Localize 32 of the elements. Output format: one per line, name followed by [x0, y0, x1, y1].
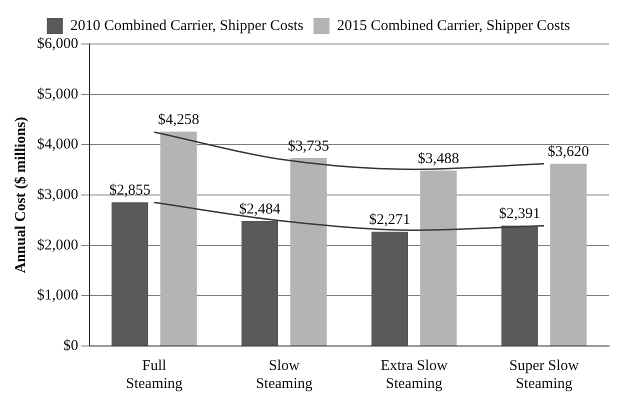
- line-series: [153, 131, 545, 170]
- x-tick-label: Slow Steaming: [256, 358, 313, 392]
- data-label: $2,271: [369, 212, 410, 228]
- bar: [420, 170, 457, 346]
- y-tick-label: $1,000: [37, 288, 78, 304]
- y-tick-label: $6,000: [37, 36, 78, 52]
- bar: [160, 132, 197, 346]
- y-tick-label: $3,000: [37, 186, 78, 203]
- bar: [242, 220, 278, 346]
- bar: [550, 164, 587, 346]
- bar: [501, 226, 538, 346]
- x-tick-label: Full Steaming: [126, 358, 184, 392]
- data-label: $4,258: [158, 112, 200, 128]
- y-axis-title: Annual Cost ($ millions): [12, 116, 29, 274]
- line-series: [153, 202, 545, 231]
- data-label: $2,391: [499, 206, 540, 222]
- data-label: $2,484: [239, 201, 281, 218]
- data-label: $3,735: [288, 138, 330, 154]
- data-label: $3,620: [548, 144, 590, 160]
- legend-label: 2015 Combined Carrier, Shipper Costs: [337, 18, 570, 34]
- y-tick-label: $0: [63, 338, 78, 354]
- y-tick-label: $4,000: [37, 136, 78, 153]
- x-tick-label: Extra Slow Steaming: [380, 358, 448, 392]
- y-tick-label: $5,000: [37, 86, 78, 102]
- data-label: $2,855: [109, 182, 150, 199]
- data-label: $3,488: [418, 150, 460, 167]
- bar: [112, 202, 148, 346]
- x-tick-label: Super Slow Steaming: [509, 358, 579, 392]
- y-tick-label: $2,000: [37, 237, 78, 254]
- bar: [371, 232, 408, 346]
- bar: [290, 158, 327, 346]
- legend-label: 2010 Combined Carrier, Shipper Costs: [70, 18, 304, 34]
